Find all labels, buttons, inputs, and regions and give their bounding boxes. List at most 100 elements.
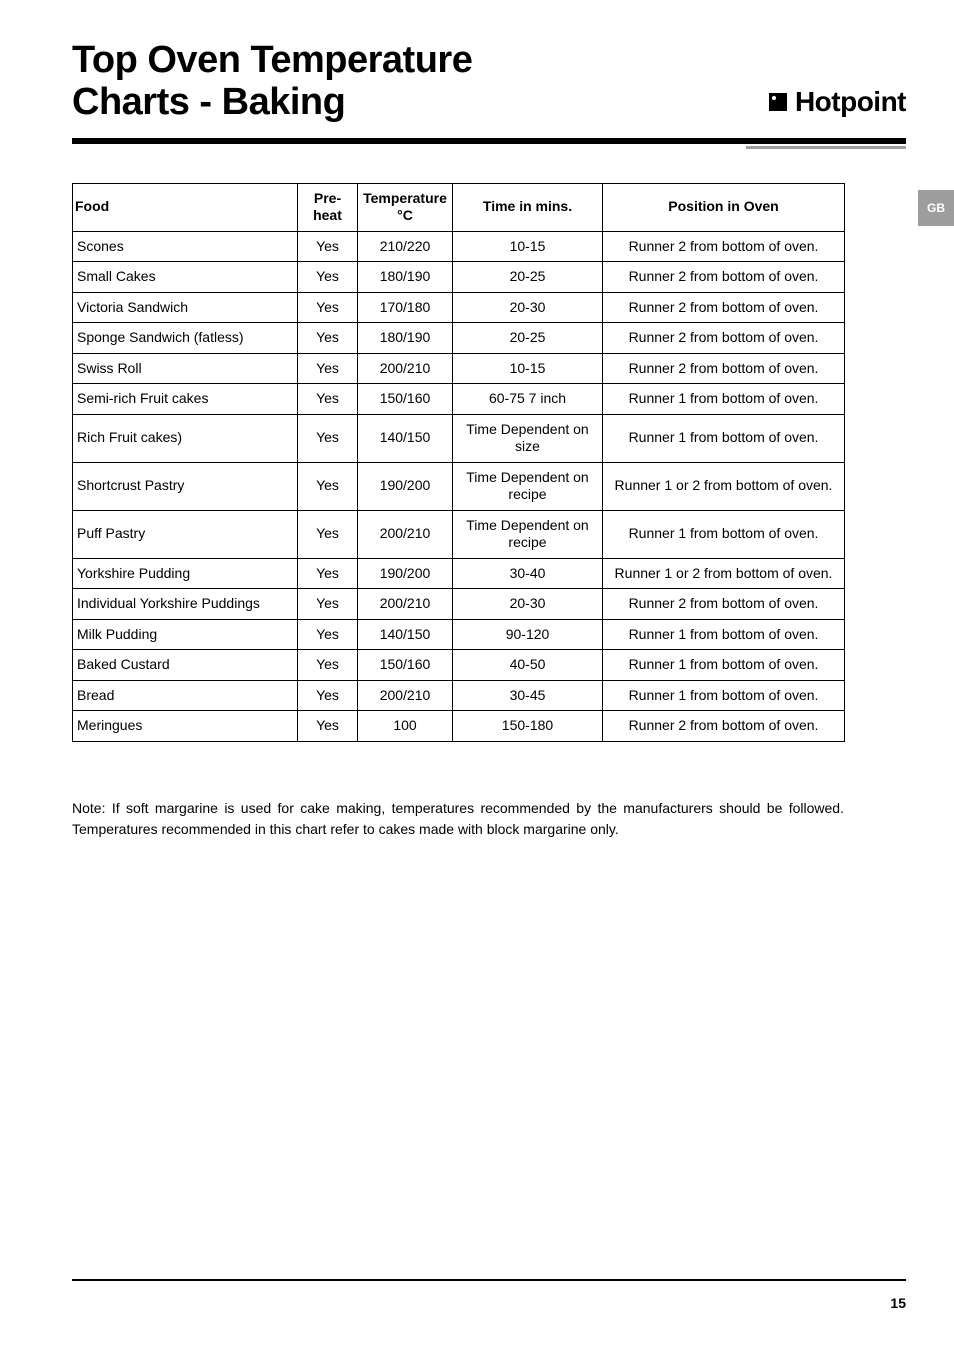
cell-temperature: 210/220 <box>358 231 453 262</box>
table-row: Shortcrust PastryYes190/200Time Dependen… <box>73 462 845 510</box>
cell-temperature: 150/160 <box>358 650 453 681</box>
table-row: Small CakesYes180/19020-25Runner 2 from … <box>73 262 845 293</box>
cell-position: Runner 1 from bottom of oven. <box>603 619 845 650</box>
cell-position: Runner 2 from bottom of oven. <box>603 589 845 620</box>
cell-temperature: 200/210 <box>358 589 453 620</box>
cell-temperature: 200/210 <box>358 680 453 711</box>
cell-time: 20-25 <box>453 323 603 354</box>
region-tab-label: GB <box>927 201 945 215</box>
baking-table: Food Pre-heat Temperature °C Time in min… <box>72 183 845 742</box>
table-header-row: Food Pre-heat Temperature °C Time in min… <box>73 183 845 231</box>
cell-food: Scones <box>73 231 298 262</box>
cell-preheat: Yes <box>298 650 358 681</box>
cell-temperature: 170/180 <box>358 292 453 323</box>
page-number: 15 <box>72 1295 906 1311</box>
cell-position: Runner 1 from bottom of oven. <box>603 650 845 681</box>
cell-temperature: 190/200 <box>358 558 453 589</box>
cell-preheat: Yes <box>298 680 358 711</box>
cell-preheat: Yes <box>298 384 358 415</box>
cell-position: Runner 1 from bottom of oven. <box>603 414 845 462</box>
cell-position: Runner 2 from bottom of oven. <box>603 353 845 384</box>
page-header: Top Oven Temperature Charts - Baking Hot… <box>72 40 906 124</box>
table-row: Yorkshire PuddingYes190/20030-40Runner 1… <box>73 558 845 589</box>
cell-position: Runner 2 from bottom of oven. <box>603 323 845 354</box>
cell-preheat: Yes <box>298 711 358 742</box>
cell-temperature: 140/150 <box>358 619 453 650</box>
cell-temperature: 200/210 <box>358 510 453 558</box>
cell-food: Victoria Sandwich <box>73 292 298 323</box>
cell-time: 20-30 <box>453 292 603 323</box>
brand-name: Hotpoint <box>795 86 906 118</box>
brand-mark-icon <box>769 93 787 111</box>
cell-food: Milk Pudding <box>73 619 298 650</box>
cell-time: 30-40 <box>453 558 603 589</box>
table-row: Sponge Sandwich (fatless)Yes180/19020-25… <box>73 323 845 354</box>
cell-time: 10-15 <box>453 353 603 384</box>
cell-food: Swiss Roll <box>73 353 298 384</box>
cell-food: Rich Fruit cakes) <box>73 414 298 462</box>
col-header-temp: Temperature °C <box>358 183 453 231</box>
cell-position: Runner 2 from bottom of oven. <box>603 711 845 742</box>
title-line-2: Charts - Baking <box>72 81 345 123</box>
table-row: Baked CustardYes150/16040-50Runner 1 fro… <box>73 650 845 681</box>
cell-temperature: 180/190 <box>358 262 453 293</box>
cell-position: Runner 2 from bottom of oven. <box>603 292 845 323</box>
cell-food: Shortcrust Pastry <box>73 462 298 510</box>
cell-time: 90-120 <box>453 619 603 650</box>
cell-position: Runner 2 from bottom of oven. <box>603 262 845 293</box>
table-row: MeringuesYes100150-180Runner 2 from bott… <box>73 711 845 742</box>
brand-logo: Hotpoint <box>769 86 906 124</box>
table-row: Individual Yorkshire PuddingsYes200/2102… <box>73 589 845 620</box>
page-footer: 15 <box>72 1279 906 1311</box>
table-row: SconesYes210/22010-15Runner 2 from botto… <box>73 231 845 262</box>
page: Top Oven Temperature Charts - Baking Hot… <box>0 0 954 1351</box>
cell-position: Runner 1 from bottom of oven. <box>603 680 845 711</box>
cell-food: Puff Pastry <box>73 510 298 558</box>
table-row: Victoria SandwichYes170/18020-30Runner 2… <box>73 292 845 323</box>
col-header-time: Time in mins. <box>453 183 603 231</box>
table-row: Puff PastryYes200/210Time Dependent on r… <box>73 510 845 558</box>
table-row: Semi-rich Fruit cakesYes150/16060-75 7 i… <box>73 384 845 415</box>
footnote: Note: If soft margarine is used for cake… <box>72 798 844 840</box>
content-area: Food Pre-heat Temperature °C Time in min… <box>72 183 844 840</box>
cell-food: Baked Custard <box>73 650 298 681</box>
cell-time: Time Dependent on recipe <box>453 510 603 558</box>
table-row: Rich Fruit cakes)Yes140/150Time Dependen… <box>73 414 845 462</box>
cell-food: Sponge Sandwich (fatless) <box>73 323 298 354</box>
table-row: Milk PuddingYes140/15090-120Runner 1 fro… <box>73 619 845 650</box>
header-rule-accent <box>72 146 906 149</box>
cell-temperature: 190/200 <box>358 462 453 510</box>
cell-preheat: Yes <box>298 589 358 620</box>
cell-time: 20-30 <box>453 589 603 620</box>
cell-preheat: Yes <box>298 558 358 589</box>
cell-food: Meringues <box>73 711 298 742</box>
cell-time: 150-180 <box>453 711 603 742</box>
cell-preheat: Yes <box>298 414 358 462</box>
col-header-position: Position in Oven <box>603 183 845 231</box>
cell-food: Individual Yorkshire Puddings <box>73 589 298 620</box>
cell-preheat: Yes <box>298 292 358 323</box>
cell-time: 20-25 <box>453 262 603 293</box>
cell-food: Yorkshire Pudding <box>73 558 298 589</box>
cell-food: Semi-rich Fruit cakes <box>73 384 298 415</box>
cell-time: 30-45 <box>453 680 603 711</box>
cell-time: 10-15 <box>453 231 603 262</box>
cell-temperature: 200/210 <box>358 353 453 384</box>
cell-preheat: Yes <box>298 353 358 384</box>
title-line-1: Top Oven Temperature <box>72 39 472 81</box>
cell-preheat: Yes <box>298 262 358 293</box>
header-rule-thick <box>72 138 906 144</box>
cell-preheat: Yes <box>298 231 358 262</box>
cell-position: Runner 1 or 2 from bottom of oven. <box>603 558 845 589</box>
cell-food: Small Cakes <box>73 262 298 293</box>
cell-preheat: Yes <box>298 462 358 510</box>
table-row: Swiss RollYes200/21010-15Runner 2 from b… <box>73 353 845 384</box>
header-rule <box>72 138 906 149</box>
cell-food: Bread <box>73 680 298 711</box>
table-body: SconesYes210/22010-15Runner 2 from botto… <box>73 231 845 741</box>
region-tab: GB <box>918 190 954 226</box>
cell-position: Runner 1 from bottom of oven. <box>603 510 845 558</box>
cell-preheat: Yes <box>298 619 358 650</box>
page-title: Top Oven Temperature Charts - Baking <box>72 40 472 124</box>
cell-temperature: 140/150 <box>358 414 453 462</box>
